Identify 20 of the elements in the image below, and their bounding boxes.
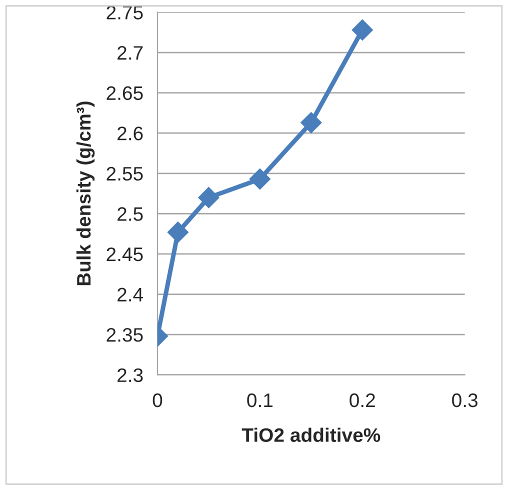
y-tick-label: 2.6 — [118, 126, 143, 140]
y-tick-label: 2.4 — [118, 288, 144, 302]
x-tick-label: 0.3 — [452, 393, 478, 408]
x-axis-title: TiO2 additive% — [242, 428, 380, 442]
point — [167, 222, 188, 243]
y-tick-label: 2.55 — [106, 166, 143, 181]
x-tick-label: 0.1 — [247, 393, 272, 408]
y-tick-label: 2.35 — [106, 328, 143, 342]
y-tick-label: 2.7 — [118, 46, 143, 60]
x-tick-label: 0 — [152, 393, 162, 408]
point — [300, 112, 322, 134]
point — [352, 19, 373, 40]
point — [249, 168, 270, 190]
x-tick-label: 0.2 — [350, 393, 375, 408]
point — [198, 187, 220, 208]
y-tick-label: 2.45 — [106, 247, 143, 262]
y-tick-label: 2.65 — [106, 86, 143, 100]
y-tick-label: 2.5 — [118, 207, 143, 221]
y-axis-title: Bulk density (g/cm³) — [76, 102, 95, 286]
y-tick-label: 2.3 — [118, 368, 143, 382]
